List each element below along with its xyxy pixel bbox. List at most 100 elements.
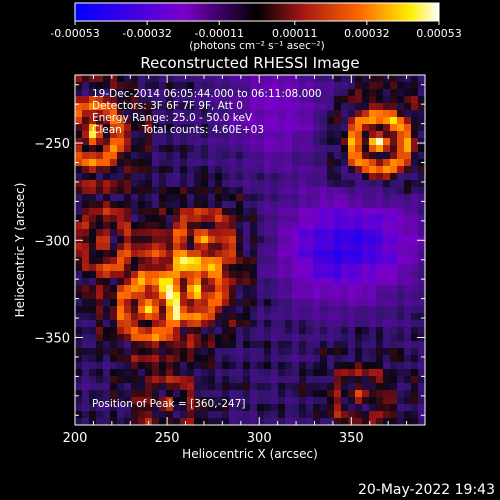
heatmap-cell [257,208,265,216]
heatmap-cell [208,285,216,293]
heatmap-cell [362,180,370,188]
heatmap-cell [334,411,342,419]
heatmap-cell [369,404,377,412]
heatmap-cell [131,278,139,286]
heatmap-cell [362,404,370,412]
heatmap-cell [411,348,419,356]
heatmap-cell [222,306,230,314]
heatmap-cell [138,383,146,391]
heatmap-cell [390,376,398,384]
heatmap-cell [348,411,356,419]
heatmap-cell [355,278,363,286]
heatmap-cell [313,362,321,370]
heatmap-cell [243,138,251,146]
heatmap-cell [383,131,391,139]
heatmap-cell [187,355,195,363]
heatmap-cell [355,166,363,174]
heatmap-cell [348,313,356,321]
heatmap-cell [306,285,314,293]
heatmap-cell [110,89,118,97]
heatmap-cell [89,404,97,412]
heatmap-cell [355,320,363,328]
heatmap-cell [75,369,83,377]
heatmap-cell [243,110,251,118]
heatmap-cell [341,75,349,83]
heatmap-cell [355,159,363,167]
heatmap-cell [229,110,237,118]
heatmap-cell [264,257,272,265]
heatmap-cell [138,89,146,97]
heatmap-cell [180,194,188,202]
heatmap-cell [257,411,265,419]
heatmap-cell [327,257,335,265]
heatmap-cell [383,180,391,188]
heatmap-cell [243,411,251,419]
heatmap-cell [117,166,125,174]
heatmap-cell [376,285,384,293]
heatmap-cell [383,306,391,314]
heatmap-cell [75,103,83,111]
heatmap-cell [110,418,118,425]
heatmap-cell [257,306,265,314]
heatmap-cell [257,383,265,391]
heatmap-cell [229,96,237,104]
heatmap-cell [236,96,244,104]
heatmap-cell [278,355,286,363]
heatmap-cell [411,334,419,342]
heatmap-cell [152,187,160,195]
heatmap-cell [306,362,314,370]
heatmap-cell [278,82,286,90]
heatmap-cell [306,222,314,230]
heatmap-cell [124,299,132,307]
heatmap-cell [131,362,139,370]
heatmap-cell [264,376,272,384]
heatmap-cell [404,362,412,370]
heatmap-cell [299,229,307,237]
heatmap-cell [348,138,356,146]
heatmap-cell [103,411,111,419]
heatmap-cell [145,250,153,258]
heatmap-cell [173,152,181,160]
heatmap-cell [215,222,223,230]
heatmap-cell [355,131,363,139]
heatmap-cell [138,166,146,174]
heatmap-cell [278,131,286,139]
heatmap-cell [404,264,412,272]
heatmap-cell [194,75,202,83]
heatmap-cell [306,117,314,125]
heatmap-cell [257,264,265,272]
heatmap-cell [369,313,377,321]
heatmap-cell [264,327,272,335]
heatmap-cell [320,222,328,230]
heatmap-cell [355,82,363,90]
heatmap-cell [411,341,419,349]
heatmap-cell [355,243,363,251]
heatmap-cell [89,341,97,349]
heatmap-cell [96,306,104,314]
heatmap-cell [75,348,83,356]
heatmap-cell [418,89,425,97]
heatmap-cell [117,355,125,363]
heatmap-cell [313,222,321,230]
heatmap-cell [187,250,195,258]
heatmap-cell [138,257,146,265]
heatmap-cell [285,75,293,83]
heatmap-cell [271,285,279,293]
heatmap-cell [96,229,104,237]
heatmap-cell [173,103,181,111]
heatmap-cell [292,411,300,419]
heatmap-cell [299,103,307,111]
heatmap-cell [327,348,335,356]
heatmap-cell [285,404,293,412]
heatmap-cell [376,173,384,181]
heatmap-cell [313,327,321,335]
heatmap-cell [404,418,412,425]
heatmap-cell [320,327,328,335]
heatmap-cell [383,292,391,300]
heatmap-cell [278,243,286,251]
heatmap-cell [320,285,328,293]
heatmap-cell [320,145,328,153]
heatmap-cell [201,306,209,314]
heatmap-cell [285,96,293,104]
heatmap-cell [82,243,90,251]
